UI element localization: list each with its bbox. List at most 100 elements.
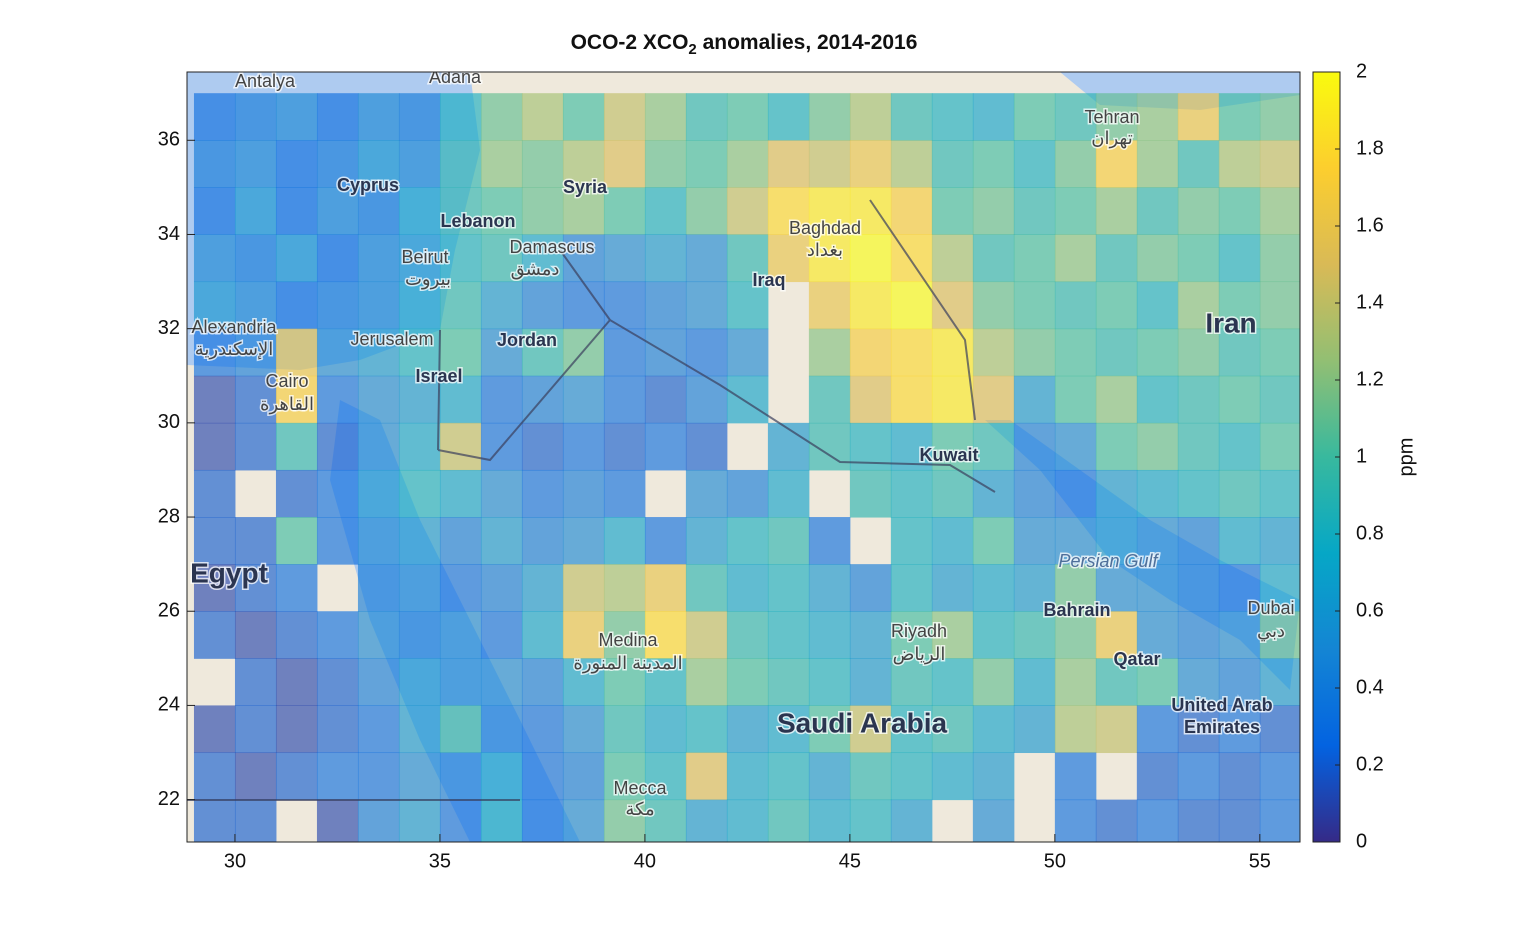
cell <box>480 469 523 518</box>
cell <box>1136 564 1179 612</box>
cell <box>439 422 482 471</box>
cell <box>521 799 564 842</box>
cell <box>1177 705 1220 754</box>
cell <box>644 375 687 424</box>
cell <box>1177 752 1220 801</box>
cell <box>1136 658 1179 706</box>
colorbar-tick-label: 0.8 <box>1356 522 1384 544</box>
cell <box>1095 611 1138 659</box>
x-tick-label: 30 <box>224 850 246 872</box>
cell <box>439 375 482 424</box>
cell <box>357 187 400 235</box>
cell <box>1177 328 1220 377</box>
cell <box>1259 375 1300 424</box>
cell <box>849 752 892 801</box>
cell <box>1218 469 1261 518</box>
cell <box>562 234 605 283</box>
cell <box>275 611 318 659</box>
cell <box>603 187 646 235</box>
cell <box>357 422 400 471</box>
map-label: بيروت <box>405 269 451 290</box>
colorbar-tick-label: 0 <box>1356 830 1367 852</box>
cell <box>562 564 605 612</box>
cell <box>685 422 728 471</box>
cell <box>1013 140 1056 188</box>
map-label: Tehran <box>1084 107 1139 127</box>
cell <box>890 517 933 565</box>
cell <box>1177 799 1220 842</box>
cell <box>1136 517 1179 565</box>
map-label: Iran <box>1205 307 1256 338</box>
cell <box>603 705 646 754</box>
cell <box>521 705 564 754</box>
cell <box>521 234 564 283</box>
cell <box>603 564 646 612</box>
cell <box>439 93 482 141</box>
cell <box>193 469 236 518</box>
cell <box>890 328 933 377</box>
cell <box>193 564 236 612</box>
cell <box>1218 705 1261 754</box>
cell <box>1177 140 1220 188</box>
cell <box>521 422 564 471</box>
cell <box>521 281 564 330</box>
cell <box>890 469 933 518</box>
cell <box>316 422 359 471</box>
cell <box>357 469 400 518</box>
cell <box>234 328 277 377</box>
cell <box>1218 658 1261 706</box>
map-labels: Antalya Adana Cyprus Syria Lebanon Beirutبيرو… <box>189 72 1296 820</box>
cell <box>357 611 400 659</box>
cell <box>644 187 687 235</box>
cell <box>931 611 974 659</box>
cell <box>316 611 359 659</box>
cell <box>275 140 318 188</box>
cell <box>603 234 646 283</box>
cell <box>972 517 1015 565</box>
cell <box>1177 93 1220 141</box>
colorbar-tick-label: 1 <box>1356 445 1367 467</box>
cell <box>357 517 400 565</box>
cell <box>1177 187 1220 235</box>
cell <box>972 93 1015 141</box>
cell <box>1218 375 1261 424</box>
cell <box>1054 752 1097 801</box>
cell <box>685 752 728 801</box>
cell <box>767 140 810 188</box>
cell <box>972 328 1015 377</box>
cell <box>1013 93 1056 141</box>
cell <box>972 611 1015 659</box>
cell <box>931 234 974 283</box>
cell <box>1218 187 1261 235</box>
cell <box>480 517 523 565</box>
cell <box>644 611 687 659</box>
colorbar-tick-label: 1.2 <box>1356 368 1384 390</box>
x-tick-label: 35 <box>429 850 451 872</box>
cell <box>398 469 441 518</box>
cell <box>1013 658 1056 706</box>
cell <box>1095 517 1138 565</box>
cell <box>316 234 359 283</box>
cell <box>685 93 728 141</box>
cell <box>275 469 318 518</box>
cell <box>316 375 359 424</box>
cell <box>849 328 892 377</box>
cell <box>562 517 605 565</box>
cell <box>603 799 646 842</box>
cell <box>316 281 359 330</box>
cell <box>562 658 605 706</box>
cell <box>1013 564 1056 612</box>
cell <box>1054 422 1097 471</box>
cell <box>193 705 236 754</box>
cell <box>1218 93 1261 141</box>
colorbar-tick-label: 2 <box>1356 60 1367 82</box>
cell <box>562 375 605 424</box>
map-label: دبي <box>1257 621 1285 642</box>
map-label: Cairo <box>265 371 308 391</box>
cell <box>193 234 236 283</box>
cell <box>1259 93 1300 141</box>
cell <box>193 375 236 424</box>
cell <box>931 375 974 424</box>
map-label: Dubai <box>1247 598 1294 618</box>
